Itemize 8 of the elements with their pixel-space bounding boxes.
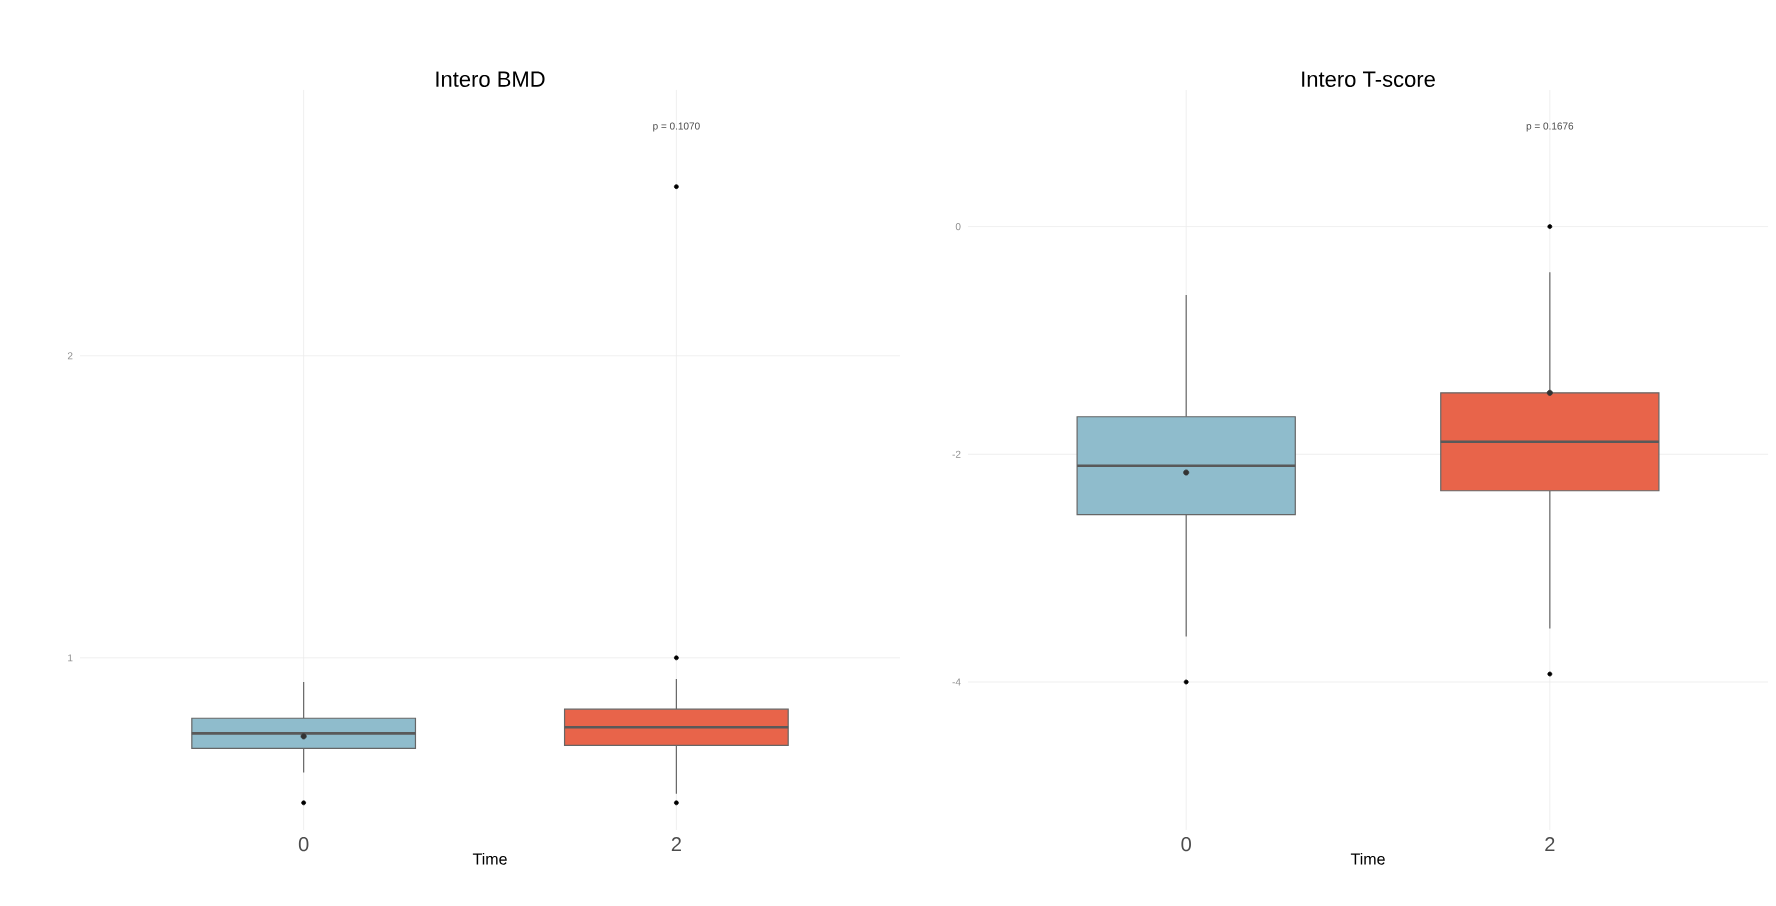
x-tick-label: 2 bbox=[671, 837, 681, 852]
chart-title: Intero BMD bbox=[436, 71, 545, 87]
x-tick-label: 0 bbox=[298, 837, 309, 852]
chart-title: Intero T-score bbox=[1302, 71, 1435, 87]
x-axis-title: Time bbox=[472, 852, 507, 865]
x-tick-label: 2 bbox=[1545, 837, 1555, 852]
x-axis-title: Time bbox=[1350, 852, 1385, 865]
x-tick-label: 0 bbox=[1181, 837, 1191, 852]
